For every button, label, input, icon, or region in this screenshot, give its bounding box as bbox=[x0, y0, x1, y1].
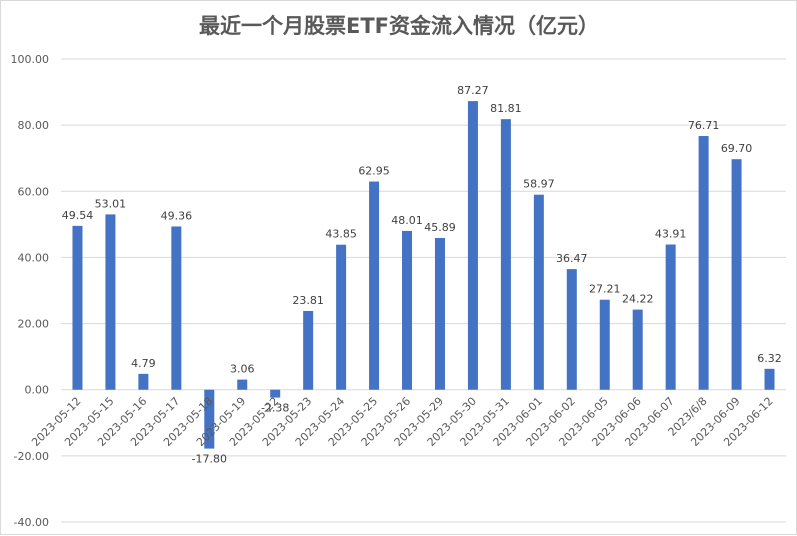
data-label: 87.27 bbox=[457, 84, 489, 97]
bar bbox=[237, 379, 248, 390]
gridlines bbox=[61, 58, 786, 523]
bar bbox=[632, 309, 643, 390]
bar bbox=[402, 230, 413, 390]
data-label: 49.54 bbox=[62, 209, 94, 222]
bar bbox=[72, 225, 83, 390]
bar bbox=[698, 136, 709, 390]
y-tick-label: -40.00 bbox=[14, 516, 49, 529]
data-label: 62.95 bbox=[358, 165, 390, 178]
bar bbox=[599, 299, 610, 390]
bar bbox=[566, 269, 577, 390]
bar bbox=[369, 181, 380, 390]
data-label: 24.22 bbox=[622, 293, 654, 306]
data-label: 53.01 bbox=[95, 197, 127, 210]
y-tick-label: 0.00 bbox=[25, 384, 50, 397]
data-label: 6.32 bbox=[757, 352, 782, 365]
y-tick-label: -20.00 bbox=[14, 450, 49, 463]
y-tick-label: 60.00 bbox=[18, 185, 50, 198]
bar bbox=[171, 226, 182, 390]
data-label: 43.85 bbox=[325, 228, 357, 241]
data-label: 69.70 bbox=[721, 142, 753, 155]
bar bbox=[467, 101, 478, 390]
bar bbox=[336, 244, 347, 390]
y-tick-label: 40.00 bbox=[18, 251, 50, 264]
data-label: 49.36 bbox=[161, 209, 193, 222]
bars bbox=[72, 101, 775, 449]
data-label: -17.80 bbox=[192, 453, 227, 466]
data-label: 27.21 bbox=[589, 283, 621, 296]
data-label: 3.06 bbox=[230, 363, 255, 376]
bar bbox=[764, 368, 775, 390]
data-label: 45.89 bbox=[424, 221, 456, 234]
data-label: 81.81 bbox=[490, 102, 522, 115]
y-tick-label: 100.00 bbox=[11, 53, 50, 66]
data-label: 76.71 bbox=[688, 119, 720, 132]
bar bbox=[533, 194, 544, 390]
bar bbox=[105, 214, 116, 390]
y-tick-label: 20.00 bbox=[18, 318, 50, 331]
x-axis-category-labels: 2023-05-122023-05-152023-05-162023-05-17… bbox=[29, 395, 775, 449]
y-tick-label: 80.00 bbox=[18, 119, 50, 132]
bar bbox=[270, 389, 281, 398]
data-label: 58.97 bbox=[523, 178, 555, 191]
bar bbox=[731, 159, 742, 390]
data-label: 4.79 bbox=[131, 357, 156, 370]
bar bbox=[500, 119, 511, 390]
data-label: 48.01 bbox=[391, 214, 423, 227]
data-label: 23.81 bbox=[292, 294, 324, 307]
data-label: 36.47 bbox=[556, 252, 588, 265]
bar bbox=[665, 244, 676, 390]
bar bbox=[303, 310, 314, 390]
data-label: 43.91 bbox=[655, 227, 687, 240]
chart-title: 最近一个月股票ETF资金流入情况（亿元） bbox=[199, 14, 599, 38]
bar bbox=[204, 389, 215, 449]
bar bbox=[138, 373, 149, 390]
bar bbox=[434, 237, 445, 390]
y-axis-tick-labels: -40.00 -20.00 0.00 20.00 40.00 60.00 80.00 100.… bbox=[11, 53, 50, 529]
data-label: -2.38 bbox=[261, 402, 289, 415]
